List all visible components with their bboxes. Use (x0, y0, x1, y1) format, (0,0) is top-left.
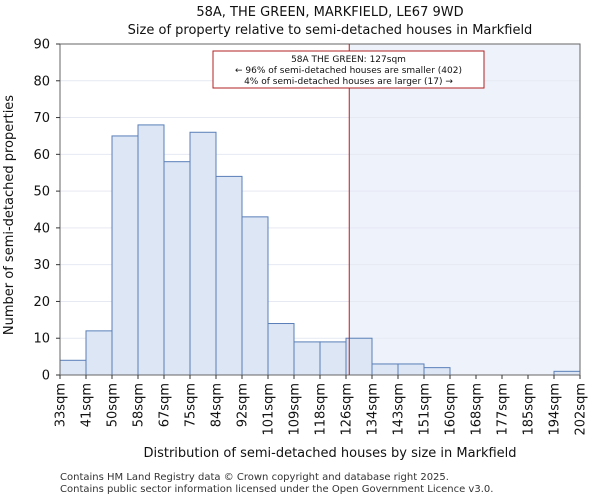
y-axis-label: Number of semi-detached properties (2, 95, 17, 335)
histogram-bar (215, 175, 243, 376)
x-tick-label: 67sqm (158, 383, 173, 427)
histogram-bar (137, 124, 165, 376)
x-tick-label: 58sqm (132, 383, 147, 427)
x-tick-label: 118sqm (314, 383, 329, 436)
y-tick-label: 0 (42, 369, 50, 384)
histogram-bar (163, 161, 191, 376)
x-tick-label: 185sqm (522, 383, 537, 436)
y-tick-label: 40 (33, 221, 50, 236)
histogram-bar (111, 135, 139, 376)
chart-subtitle: Size of property relative to semi-detach… (128, 23, 533, 38)
x-tick-label: 41sqm (80, 383, 95, 427)
x-axis-label: Distribution of semi-detached houses by … (143, 446, 516, 461)
annotation-line-1: 58A THE GREEN: 127sqm (291, 55, 406, 65)
x-tick-label: 33sqm (54, 383, 69, 427)
histogram-bar (85, 330, 113, 376)
annotation-line-3: 4% of semi-detached houses are larger (1… (244, 77, 453, 87)
x-tick-label: 50sqm (106, 383, 121, 427)
x-tick-label: 84sqm (210, 383, 225, 427)
y-tick-label: 30 (33, 258, 50, 273)
y-tick-label: 60 (33, 148, 50, 163)
histogram-bar (423, 367, 451, 376)
annotation-box (212, 50, 485, 89)
histogram-bar (397, 363, 425, 376)
y-tick-label: 10 (33, 332, 50, 347)
x-tick-label: 126sqm (340, 383, 355, 436)
x-tick-label: 75sqm (184, 383, 199, 427)
histogram-bar (293, 341, 321, 376)
histogram-bar (59, 359, 87, 376)
larger-properties-shade (349, 44, 580, 375)
histogram-bar (241, 216, 269, 376)
x-tick-label: 194sqm (548, 383, 563, 436)
x-tick-label: 101sqm (262, 383, 277, 436)
annotation-line-2: ← 96% of semi-detached houses are smalle… (235, 66, 462, 76)
x-tick-label: 109sqm (288, 383, 303, 436)
x-tick-label: 168sqm (470, 383, 485, 436)
footer-attribution-2: Contains public sector information licen… (60, 484, 494, 495)
histogram-bar (267, 323, 295, 376)
x-tick-label: 92sqm (236, 383, 251, 427)
y-tick-label: 80 (33, 74, 50, 89)
x-tick-label: 134sqm (366, 383, 381, 436)
x-tick-label: 143sqm (392, 383, 407, 436)
histogram-bar (553, 370, 581, 376)
x-tick-label: 202sqm (574, 383, 589, 436)
y-tick-label: 70 (33, 111, 50, 126)
x-tick-label: 177sqm (496, 383, 511, 436)
histogram-bar (345, 337, 373, 376)
property-annotation: 58A THE GREEN: 127sqm ← 96% of semi-deta… (212, 50, 485, 89)
footer-attribution-1: Contains HM Land Registry data © Crown c… (60, 472, 449, 483)
histogram-bar (319, 341, 347, 376)
y-tick-label: 90 (33, 38, 50, 53)
x-tick-label: 151sqm (418, 383, 433, 436)
y-tick-label: 50 (33, 185, 50, 200)
histogram-bar (371, 363, 399, 376)
x-tick-label: 160sqm (444, 383, 459, 436)
histogram-bar (189, 131, 217, 376)
y-tick-label: 20 (33, 295, 50, 310)
chart-title: 58A, THE GREEN, MARKFIELD, LE67 9WD (196, 5, 463, 20)
